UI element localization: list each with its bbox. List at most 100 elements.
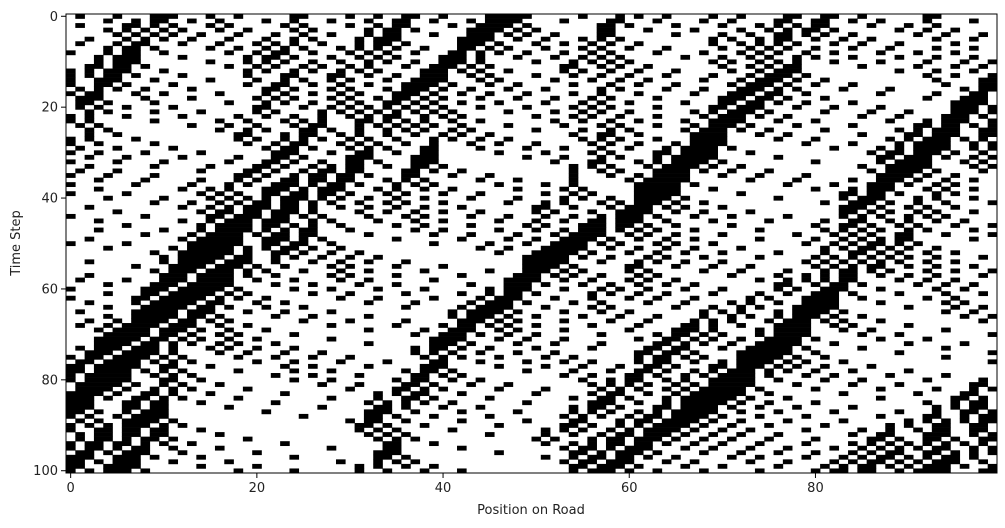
occupied-cell xyxy=(792,286,802,292)
occupied-cell xyxy=(624,263,644,269)
occupied-cell xyxy=(140,95,151,101)
occupied-cell xyxy=(140,27,151,33)
occupied-cell xyxy=(820,318,830,324)
occupied-cell xyxy=(112,145,123,151)
occupied-cell xyxy=(187,313,206,319)
occupied-cell xyxy=(177,250,234,256)
occupied-cell xyxy=(112,209,123,215)
occupied-cell xyxy=(671,327,700,333)
occupied-cell xyxy=(801,454,812,460)
occupied-cell xyxy=(475,304,514,310)
occupied-cell xyxy=(894,141,905,147)
occupied-cell xyxy=(745,300,756,306)
occupied-cell xyxy=(401,454,411,460)
occupied-cell xyxy=(633,441,653,447)
occupied-cell xyxy=(354,282,365,287)
occupied-cell xyxy=(875,104,886,110)
occupied-cell xyxy=(224,291,234,297)
occupied-cell xyxy=(168,82,179,88)
occupied-cell xyxy=(84,236,95,242)
occupied-cell xyxy=(289,345,300,351)
occupied-cell xyxy=(270,259,281,265)
occupied-cell xyxy=(66,427,76,433)
occupied-cell xyxy=(159,382,169,387)
occupied-cell xyxy=(875,18,886,24)
occupied-cell xyxy=(112,459,141,465)
occupied-cell xyxy=(326,104,337,110)
occupied-cell xyxy=(75,145,85,151)
occupied-cell xyxy=(419,127,430,133)
occupied-cell xyxy=(457,204,467,210)
occupied-cell xyxy=(84,73,95,78)
occupied-cell xyxy=(196,32,206,38)
occupied-cell xyxy=(252,345,262,351)
occupied-cell xyxy=(531,332,542,337)
occupied-cell xyxy=(93,336,141,342)
occupied-cell xyxy=(252,136,262,142)
occupied-cell xyxy=(792,363,802,369)
occupied-cell xyxy=(196,223,206,228)
occupied-cell xyxy=(522,263,560,269)
occupied-cell xyxy=(605,95,616,101)
occupied-cell xyxy=(159,68,169,74)
occupied-cell xyxy=(298,268,309,274)
occupied-cell xyxy=(699,50,709,56)
occupied-cell xyxy=(214,295,225,301)
occupied-cell xyxy=(959,413,970,419)
occupied-cell xyxy=(187,182,197,187)
occupied-cell xyxy=(401,368,411,374)
occupied-cell xyxy=(224,459,234,465)
occupied-cell xyxy=(475,50,486,56)
occupied-cell xyxy=(605,445,616,451)
occupied-cell xyxy=(214,200,225,206)
occupied-cell xyxy=(429,441,439,447)
occupied-cell xyxy=(643,63,653,69)
occupied-cell xyxy=(792,77,802,83)
occupied-cell xyxy=(615,63,625,69)
occupied-cell xyxy=(773,250,784,256)
occupied-cell xyxy=(615,423,625,428)
occupied-cell xyxy=(298,250,309,256)
occupied-cell xyxy=(391,282,402,287)
occupied-cell xyxy=(913,50,923,56)
occupied-cell xyxy=(559,236,597,242)
occupied-cell xyxy=(177,41,188,47)
occupied-cell xyxy=(75,323,85,328)
occupied-cell xyxy=(345,77,355,83)
occupied-cell xyxy=(103,50,113,56)
occupied-cell xyxy=(317,213,327,219)
occupied-cell xyxy=(661,218,672,224)
occupied-cell xyxy=(522,32,532,38)
occupied-cell xyxy=(764,295,774,301)
occupied-cell xyxy=(494,450,504,456)
occupied-cell xyxy=(233,136,244,142)
occupied-cell xyxy=(187,95,197,101)
occupied-cell xyxy=(429,295,439,301)
occupied-cell xyxy=(242,68,253,74)
occupied-cell xyxy=(875,91,886,97)
occupied-cell xyxy=(931,191,942,197)
occupied-cell xyxy=(280,363,290,369)
occupied-cell xyxy=(913,63,923,69)
occupied-cell xyxy=(941,454,961,460)
occupied-cell xyxy=(559,145,570,151)
occupied-cell xyxy=(410,132,421,137)
occupied-cell xyxy=(373,159,383,165)
occupied-cell xyxy=(512,273,542,278)
occupied-cell xyxy=(224,50,234,56)
occupied-cell xyxy=(866,182,895,187)
occupied-cell xyxy=(382,441,402,447)
occupied-cell xyxy=(121,191,132,197)
occupied-cell xyxy=(913,391,923,397)
occupied-cell xyxy=(289,468,300,474)
occupied-cell xyxy=(689,441,700,447)
occupied-cell xyxy=(922,59,933,65)
occupied-cell xyxy=(717,54,728,60)
occupied-cell xyxy=(782,459,793,465)
occupied-cell xyxy=(149,200,160,206)
occupied-cell xyxy=(475,209,486,215)
occupied-cell xyxy=(261,223,281,228)
occupied-cell xyxy=(289,277,300,283)
occupied-cell xyxy=(540,200,551,206)
occupied-cell xyxy=(941,282,951,287)
